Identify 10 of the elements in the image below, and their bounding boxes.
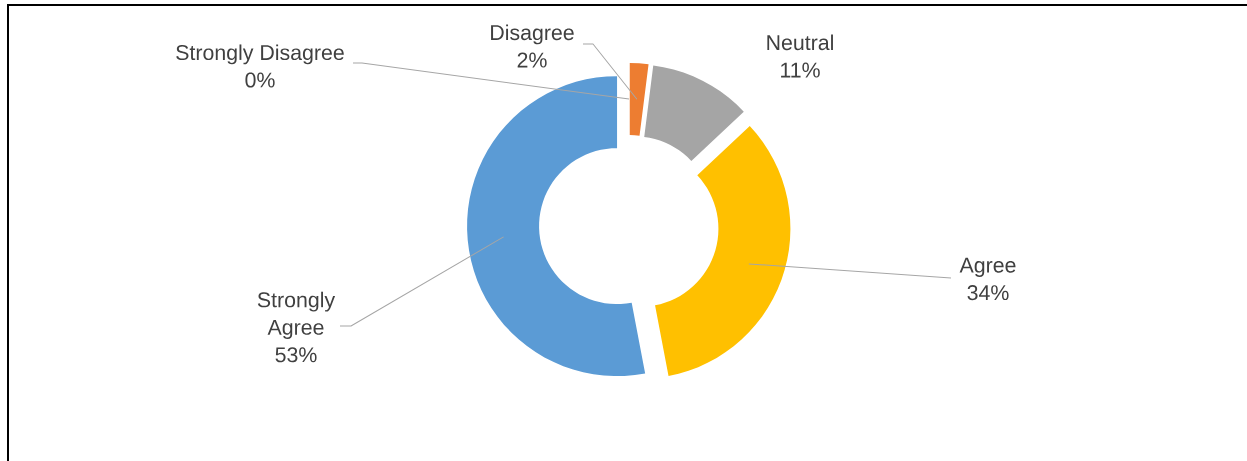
category-label: Strongly Disagree bbox=[176, 44, 344, 65]
data-label: 2% bbox=[517, 52, 547, 68]
slice-label: Disagree bbox=[491, 24, 574, 45]
data-label: 53% bbox=[275, 347, 317, 363]
slice-label: Strongly Agree bbox=[257, 291, 336, 340]
slice-label: Neutral bbox=[767, 34, 833, 51]
data-label: 11% bbox=[781, 62, 820, 78]
data-label: 34% bbox=[967, 285, 1009, 301]
text: 0% bbox=[245, 72, 275, 88]
slice-label: Agree bbox=[959, 257, 1016, 277]
